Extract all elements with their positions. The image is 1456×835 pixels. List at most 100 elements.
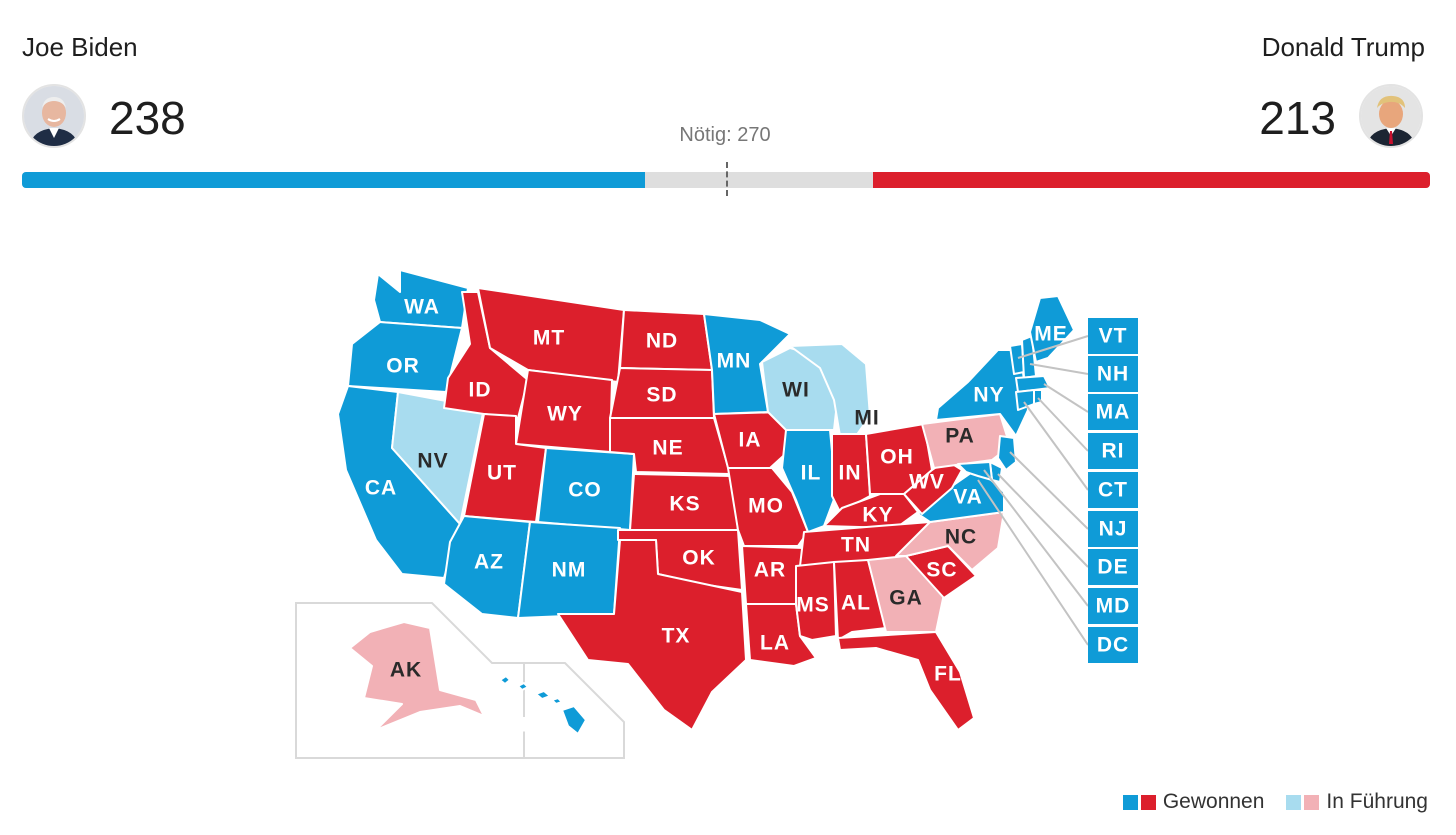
label-AR: AR	[754, 559, 786, 582]
callout-line-NH	[1029, 363, 1089, 375]
callout-box-CT[interactable]: CT	[1088, 472, 1138, 508]
state-AK[interactable]	[349, 621, 485, 731]
callout-box-MD[interactable]: MD	[1088, 588, 1138, 624]
label-AZ: AZ	[474, 551, 504, 574]
label-AK: AK	[390, 659, 422, 682]
callout-label-NH: NH	[1097, 363, 1129, 386]
callout-box-NJ[interactable]: NJ	[1088, 511, 1138, 547]
label-SC: SC	[926, 559, 957, 582]
state-ME[interactable]	[1029, 295, 1075, 363]
callout-box-VT[interactable]: VT	[1088, 318, 1138, 354]
label-ME: ME	[1034, 323, 1068, 346]
callout-line-MA	[1043, 383, 1089, 413]
label-KY: KY	[862, 504, 893, 527]
state-OR[interactable]	[347, 321, 463, 393]
label-NY: NY	[973, 384, 1004, 407]
callout-box-NH[interactable]: NH	[1088, 356, 1138, 392]
label-AL: AL	[841, 592, 871, 615]
state-TX[interactable]	[557, 539, 747, 731]
label-MI: MI	[854, 407, 879, 430]
label-TN: TN	[841, 534, 871, 557]
label-UT: UT	[487, 462, 517, 485]
label-SD: SD	[646, 384, 677, 407]
biden-avatar	[22, 84, 86, 148]
state-CT[interactable]	[1015, 389, 1035, 411]
label-MN: MN	[717, 350, 752, 373]
hawaii-inset-frame	[492, 662, 625, 759]
biden-electoral-votes: 238	[109, 92, 186, 144]
callout-label-CT: CT	[1098, 479, 1128, 502]
legend-label-leading: In Führung	[1326, 790, 1428, 813]
callout-box-DE[interactable]: DE	[1088, 549, 1138, 585]
callout-label-DC: DC	[1097, 634, 1129, 657]
label-GA: GA	[889, 587, 923, 610]
state-WV[interactable]	[903, 459, 963, 515]
label-FL: FL	[934, 663, 962, 686]
callout-line-MD	[983, 469, 1089, 607]
label-CO: CO	[568, 479, 602, 502]
label-WV: WV	[909, 471, 945, 494]
label-LA: LA	[760, 632, 790, 655]
legend-swatch-dem-lead	[1286, 794, 1302, 810]
state-NY[interactable]	[935, 349, 1029, 437]
legend-label-won: Gewonnen	[1162, 790, 1265, 813]
label-IL: IL	[801, 462, 822, 485]
label-NV: NV	[417, 450, 448, 473]
label-ND: ND	[646, 330, 678, 353]
callout-label-DE: DE	[1097, 556, 1128, 579]
callout-line-RI	[1037, 397, 1089, 452]
callout-label-MD: MD	[1096, 595, 1131, 618]
label-ID: ID	[469, 379, 492, 402]
state-HI[interactable]	[499, 675, 587, 735]
label-MO: MO	[748, 495, 784, 518]
trump-electoral-votes: 213	[1259, 92, 1336, 144]
label-KS: KS	[669, 493, 700, 516]
label-VA: VA	[953, 486, 983, 509]
label-CA: CA	[365, 477, 397, 500]
state-FL[interactable]	[837, 631, 975, 731]
callout-box-DC[interactable]: DC	[1088, 627, 1138, 663]
callout-label-VT: VT	[1099, 325, 1128, 348]
label-HI: HI	[522, 714, 545, 737]
state-MN[interactable]	[703, 313, 791, 415]
label-MT: MT	[533, 327, 565, 350]
label-TX: TX	[662, 625, 691, 648]
label-WY: WY	[547, 403, 583, 426]
needed-label: Nötig: 270	[679, 124, 771, 146]
label-IN: IN	[839, 462, 862, 485]
label-IA: IA	[739, 429, 762, 452]
state-NJ[interactable]	[997, 435, 1017, 471]
label-PA: PA	[945, 425, 975, 448]
callout-label-NJ: NJ	[1099, 518, 1128, 541]
callout-box-RI[interactable]: RI	[1088, 433, 1138, 469]
callout-line-VT	[1017, 335, 1089, 359]
label-WA: WA	[404, 296, 440, 319]
label-OK: OK	[682, 547, 716, 570]
label-MS: MS	[796, 594, 830, 617]
callout-line-CT	[1023, 401, 1089, 491]
label-NM: NM	[552, 559, 587, 582]
callout-line-DE	[997, 473, 1089, 568]
label-OR: OR	[386, 355, 420, 378]
label-WI: WI	[782, 379, 810, 402]
dem-bar-segment	[22, 172, 645, 188]
label-NE: NE	[652, 437, 683, 460]
callout-line-NJ	[1009, 451, 1089, 530]
legend-swatch-rep-won	[1140, 794, 1156, 810]
trump-avatar	[1359, 84, 1423, 148]
callout-label-RI: RI	[1102, 440, 1125, 463]
label-NC: NC	[945, 526, 977, 549]
legend-swatch-dem-won	[1122, 794, 1138, 810]
callout-box-MA[interactable]: MA	[1088, 394, 1138, 430]
candidate-right-name: Donald Trump	[1261, 32, 1425, 62]
state-MD[interactable]	[957, 461, 993, 481]
rep-bar-segment	[872, 172, 1430, 188]
legend: Gewonnen In Führung	[1122, 790, 1428, 814]
candidate-left-name: Joe Biden	[22, 32, 138, 62]
legend-swatch-rep-lead	[1304, 794, 1320, 810]
threshold-marker	[726, 162, 728, 196]
callout-label-MA: MA	[1096, 401, 1131, 424]
callout-line-DC	[977, 479, 1089, 646]
state-NE[interactable]	[609, 417, 731, 475]
